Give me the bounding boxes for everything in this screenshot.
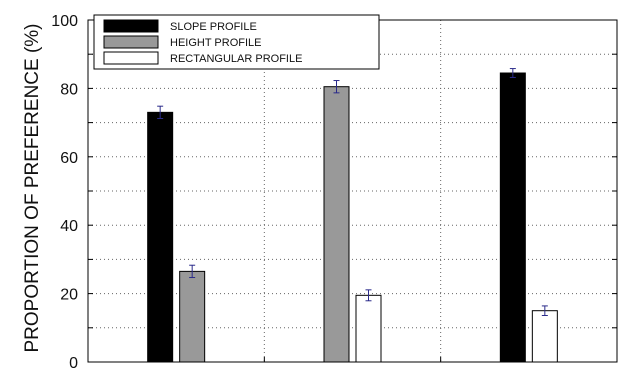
legend-label: HEIGHT PROFILE bbox=[170, 37, 261, 49]
legend-label: SLOPE PROFILE bbox=[170, 21, 257, 33]
legend-swatch bbox=[103, 51, 159, 65]
bar bbox=[147, 111, 174, 363]
y-tick-label: 20 bbox=[60, 287, 78, 304]
bar bbox=[531, 310, 558, 363]
y-tick-label: 0 bbox=[69, 355, 78, 369]
y-tick-label: 40 bbox=[60, 218, 78, 235]
legend-swatch bbox=[103, 19, 159, 33]
legend-swatch bbox=[103, 35, 159, 49]
y-axis-title: PROPORTION OF PREFERENCE (%) bbox=[22, 23, 43, 352]
bar bbox=[355, 294, 382, 363]
bar bbox=[323, 86, 350, 363]
legend-label: RECTANGULAR PROFILE bbox=[170, 53, 302, 65]
y-tick-label: 100 bbox=[51, 13, 78, 30]
y-tick-label: 60 bbox=[60, 150, 78, 167]
bar bbox=[499, 72, 526, 363]
y-tick-label: 80 bbox=[60, 81, 78, 98]
bar bbox=[179, 270, 206, 363]
